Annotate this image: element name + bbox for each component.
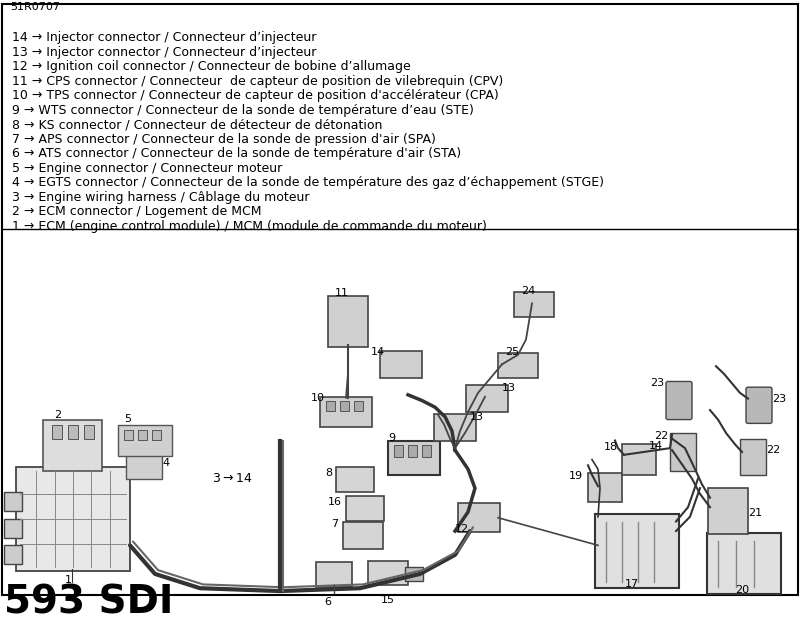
Text: 9 → WTS connector / Connecteur de la sonde de température d’eau (STE): 9 → WTS connector / Connecteur de la son… bbox=[12, 104, 474, 117]
Text: 12 → Ignition coil connector / Connecteur de bobine d’allumage: 12 → Ignition coil connector / Connecteu… bbox=[12, 61, 410, 73]
Text: 7: 7 bbox=[331, 519, 338, 529]
Text: 17: 17 bbox=[625, 579, 639, 589]
Text: 19: 19 bbox=[569, 470, 583, 480]
Text: 23: 23 bbox=[772, 394, 786, 404]
FancyBboxPatch shape bbox=[466, 385, 508, 412]
Text: 14: 14 bbox=[371, 347, 385, 357]
FancyBboxPatch shape bbox=[707, 533, 781, 594]
Bar bbox=[124, 430, 133, 439]
FancyBboxPatch shape bbox=[118, 426, 172, 456]
Text: 1 → ECM (engine control module) / MCM (module de commande du moteur): 1 → ECM (engine control module) / MCM (m… bbox=[12, 220, 487, 233]
Text: 5: 5 bbox=[125, 414, 131, 424]
FancyBboxPatch shape bbox=[4, 492, 22, 511]
FancyBboxPatch shape bbox=[740, 439, 766, 475]
Bar bbox=[326, 401, 335, 411]
FancyBboxPatch shape bbox=[16, 467, 130, 571]
FancyBboxPatch shape bbox=[498, 353, 538, 378]
FancyBboxPatch shape bbox=[595, 514, 679, 588]
Bar bbox=[354, 401, 363, 411]
Bar bbox=[52, 426, 62, 439]
Text: 24: 24 bbox=[521, 286, 535, 296]
FancyBboxPatch shape bbox=[405, 567, 423, 580]
Text: 6: 6 bbox=[325, 597, 331, 607]
FancyBboxPatch shape bbox=[328, 296, 368, 347]
FancyBboxPatch shape bbox=[666, 381, 692, 419]
FancyBboxPatch shape bbox=[514, 292, 554, 317]
Text: 4: 4 bbox=[162, 459, 169, 469]
Text: 20: 20 bbox=[735, 585, 749, 595]
Text: 9: 9 bbox=[389, 433, 395, 443]
Text: 21: 21 bbox=[748, 508, 762, 518]
FancyBboxPatch shape bbox=[346, 496, 384, 520]
FancyBboxPatch shape bbox=[434, 414, 476, 441]
FancyBboxPatch shape bbox=[746, 387, 772, 424]
FancyBboxPatch shape bbox=[343, 522, 383, 549]
Text: 22: 22 bbox=[654, 431, 668, 441]
Text: 14 → Injector connector / Connecteur d’injecteur: 14 → Injector connector / Connecteur d’i… bbox=[12, 31, 316, 44]
FancyBboxPatch shape bbox=[708, 488, 748, 534]
Text: 22: 22 bbox=[766, 445, 780, 455]
Text: 13 → Injector connector / Connecteur d’injecteur: 13 → Injector connector / Connecteur d’i… bbox=[12, 46, 316, 59]
Text: 23: 23 bbox=[650, 378, 664, 388]
FancyBboxPatch shape bbox=[4, 519, 22, 538]
Text: 15: 15 bbox=[381, 595, 395, 605]
FancyBboxPatch shape bbox=[336, 467, 374, 492]
Text: 11 → CPS connector / Connecteur  de capteur de position de vilebrequin (CPV): 11 → CPS connector / Connecteur de capte… bbox=[12, 75, 503, 88]
FancyBboxPatch shape bbox=[622, 444, 656, 475]
Text: 4 → EGTS connector / Connecteur de la sonde de température des gaz d’échappement: 4 → EGTS connector / Connecteur de la so… bbox=[12, 176, 604, 189]
Text: 7 → APS connector / Connecteur de la sonde de pression d'air (SPA): 7 → APS connector / Connecteur de la son… bbox=[12, 133, 436, 145]
Bar bbox=[422, 446, 431, 457]
Text: 2: 2 bbox=[54, 410, 62, 420]
Text: 18: 18 bbox=[604, 442, 618, 452]
FancyBboxPatch shape bbox=[43, 419, 102, 471]
FancyBboxPatch shape bbox=[588, 473, 622, 502]
Bar bbox=[68, 426, 78, 439]
Text: 3 → Engine wiring harness / Câblage du moteur: 3 → Engine wiring harness / Câblage du m… bbox=[12, 190, 310, 203]
Bar bbox=[408, 446, 417, 457]
Text: 2 → ECM connector / Logement de MCM: 2 → ECM connector / Logement de MCM bbox=[12, 205, 262, 218]
Text: 10 → TPS connector / Connecteur de capteur de position d'accélérateur (CPA): 10 → TPS connector / Connecteur de capte… bbox=[12, 89, 498, 102]
Text: 13: 13 bbox=[470, 412, 484, 422]
Text: 3$\rightarrow$14: 3$\rightarrow$14 bbox=[212, 472, 253, 485]
Bar bbox=[394, 446, 403, 457]
Bar bbox=[340, 401, 349, 411]
FancyBboxPatch shape bbox=[388, 441, 440, 475]
Text: 8: 8 bbox=[325, 468, 332, 478]
Text: 51R0707: 51R0707 bbox=[10, 2, 60, 12]
FancyBboxPatch shape bbox=[4, 545, 22, 564]
Text: 8 → KS connector / Connecteur de détecteur de détonation: 8 → KS connector / Connecteur de détecte… bbox=[12, 118, 382, 131]
Text: 25: 25 bbox=[505, 347, 519, 357]
Text: 13: 13 bbox=[502, 383, 516, 393]
FancyBboxPatch shape bbox=[670, 433, 696, 471]
Text: 593 SDI: 593 SDI bbox=[4, 583, 174, 622]
FancyBboxPatch shape bbox=[320, 397, 372, 427]
FancyBboxPatch shape bbox=[380, 351, 422, 378]
Text: 14: 14 bbox=[649, 441, 663, 451]
FancyBboxPatch shape bbox=[458, 504, 500, 532]
Text: 6 → ATS connector / Connecteur de la sonde de température d'air (STA): 6 → ATS connector / Connecteur de la son… bbox=[12, 147, 461, 160]
FancyBboxPatch shape bbox=[126, 454, 162, 479]
Text: 10: 10 bbox=[311, 393, 325, 403]
Bar bbox=[152, 430, 161, 439]
FancyBboxPatch shape bbox=[368, 560, 408, 585]
Text: 11: 11 bbox=[335, 288, 349, 298]
Text: 1: 1 bbox=[65, 575, 71, 585]
Text: 12: 12 bbox=[455, 524, 469, 534]
Text: 5 → Engine connector / Connecteur moteur: 5 → Engine connector / Connecteur moteur bbox=[12, 162, 282, 175]
FancyBboxPatch shape bbox=[316, 562, 352, 587]
Text: 16: 16 bbox=[328, 497, 342, 507]
Bar bbox=[84, 426, 94, 439]
Bar bbox=[138, 430, 147, 439]
